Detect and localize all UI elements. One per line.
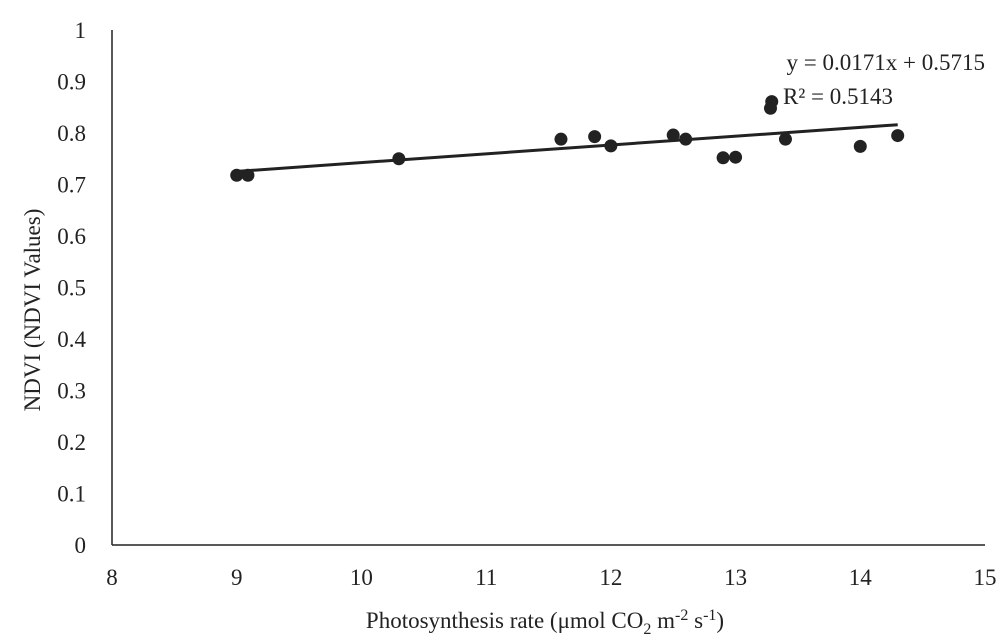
data-point — [588, 130, 602, 144]
y-tick-label: 1 — [75, 18, 87, 43]
data-points — [230, 95, 905, 182]
x-axis-ticks: 8 9 10 11 12 13 14 15 — [106, 565, 996, 590]
data-point — [604, 139, 618, 153]
x-axis-title-superscript-2: -1 — [703, 607, 716, 624]
x-axis-title-superscript-1: -2 — [675, 607, 688, 624]
data-point — [679, 132, 693, 146]
x-tick-label: 12 — [599, 565, 622, 590]
y-tick-label: 0.5 — [57, 276, 86, 301]
y-tick-label: 0.2 — [57, 430, 86, 455]
data-point — [891, 129, 905, 143]
x-tick-label: 9 — [231, 565, 243, 590]
y-tick-label: 0.1 — [57, 482, 86, 507]
trendline-equation: y = 0.0171x + 0.5715 — [787, 50, 985, 75]
data-point — [778, 132, 792, 146]
data-point — [729, 150, 743, 164]
axes — [111, 30, 985, 546]
y-tick-label: 0.6 — [57, 224, 86, 249]
y-tick-label: 0.8 — [57, 121, 86, 146]
data-point — [765, 95, 779, 109]
data-point — [716, 151, 730, 165]
y-tick-label: 0.3 — [57, 379, 86, 404]
data-point — [392, 152, 406, 166]
data-point — [241, 168, 255, 182]
data-point — [853, 139, 867, 153]
data-point — [230, 168, 244, 182]
data-point — [554, 132, 568, 146]
x-tick-label: 15 — [974, 565, 997, 590]
y-tick-label: 0.4 — [57, 327, 86, 352]
trendline-group — [236, 123, 898, 173]
y-axis-ticks: 0 0.1 0.2 0.3 0.4 0.5 0.6 0.7 0.8 0.9 1 — [57, 18, 86, 558]
y-tick-label: 0.9 — [57, 70, 86, 95]
x-axis-title-mid-2: s — [688, 608, 703, 633]
data-point — [666, 128, 680, 142]
x-axis-title-end: ) — [716, 608, 724, 633]
r-squared-label: R² = 0.5143 — [783, 84, 893, 109]
x-tick-label: 14 — [849, 565, 873, 590]
x-tick-label: 8 — [106, 565, 118, 590]
x-tick-label: 10 — [350, 565, 373, 590]
y-tick-label: 0.7 — [57, 173, 86, 198]
x-tick-label: 11 — [475, 565, 497, 590]
y-axis-title: NDVI (NDVI Values) — [20, 209, 45, 412]
x-axis-title: Photosynthesis rate (μmol CO2 m-2 s-1) — [366, 607, 724, 636]
x-axis-title-mid: m — [651, 608, 675, 633]
y-tick-label: 0 — [75, 533, 87, 558]
x-axis-title-subscript: 2 — [643, 621, 651, 636]
x-tick-label: 13 — [724, 565, 747, 590]
trendline — [236, 123, 898, 173]
x-axis-title-main: Photosynthesis rate (μmol CO — [366, 608, 643, 633]
